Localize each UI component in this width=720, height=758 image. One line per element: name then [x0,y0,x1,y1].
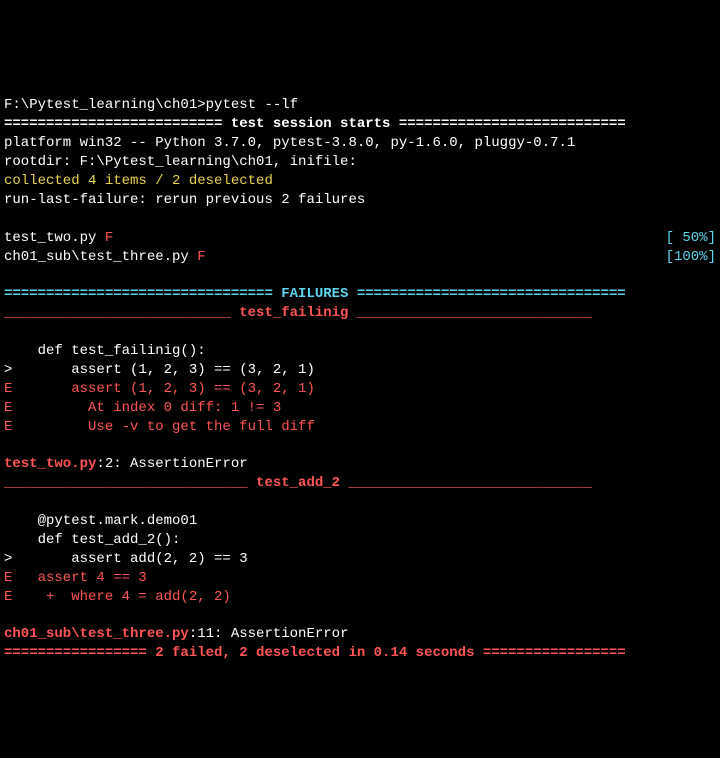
error-line: E Use -v to get the full diff [4,419,315,435]
error-location-rest: :2: AssertionError [96,456,247,472]
command-text: pytest --lf [206,97,298,113]
error-location-rest: :11: AssertionError [189,626,349,642]
error-location-file: ch01_sub\test_three.py [4,626,189,642]
platform-line: platform win32 -- Python 3.7.0, pytest-3… [4,135,575,151]
code-line: def test_failinig(): [4,343,206,359]
code-line: @pytest.mark.demo01 [4,513,197,529]
result-pct: [ 50%] [666,229,716,248]
summary-line: ================= 2 failed, 2 deselected… [4,645,626,661]
result-file: test_two.py [4,230,105,246]
result-pct: [100%] [666,248,716,267]
result-row: ch01_sub\test_three.py F [100%] [4,248,716,267]
result-mark: F [105,230,113,246]
collected-line: collected 4 items / 2 deselected [4,173,273,189]
terminal-output: F:\Pytest_learning\ch01>pytest --lf ====… [4,78,716,664]
rerun-line: run-last-failure: rerun previous 2 failu… [4,192,365,208]
error-line: E assert 4 == 3 [4,570,147,586]
result-file: ch01_sub\test_three.py [4,249,197,265]
error-line: E assert (1, 2, 3) == (3, 2, 1) [4,381,315,397]
code-line: > assert add(2, 2) == 3 [4,551,248,567]
failures-header: ================================ FAILURE… [4,286,626,302]
error-location-file: test_two.py [4,456,96,472]
prompt-path: F:\Pytest_learning\ch01> [4,97,206,113]
code-line: > assert (1, 2, 3) == (3, 2, 1) [4,362,315,378]
failure-title: ___________________________ test_failini… [4,305,592,321]
error-line: E + where 4 = add(2, 2) [4,589,231,605]
result-row: test_two.py F [ 50%] [4,229,716,248]
failure-title: _____________________________ test_add_2… [4,475,592,491]
session-header: ========================== test session … [4,116,626,132]
rootdir-line: rootdir: F:\Pytest_learning\ch01, inifil… [4,154,357,170]
result-mark: F [197,249,205,265]
error-line: E At index 0 diff: 1 != 3 [4,400,281,416]
